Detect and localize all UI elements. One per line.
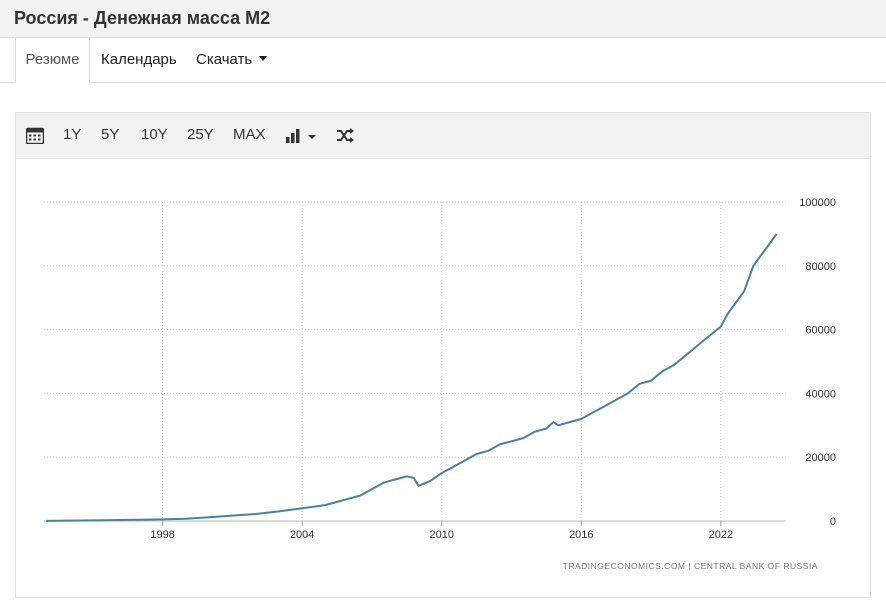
range-25y-button[interactable]: 25Y: [187, 126, 214, 143]
chart-plot: 0 20000 40000 60000 80000 100000 1998 2004 2010 2…: [44, 197, 836, 571]
y-tick-label: 60000: [805, 325, 836, 337]
tab-bar: Резюме Календарь Скачать: [0, 38, 886, 83]
calendar-icon[interactable]: [25, 127, 45, 149]
tab-calendar[interactable]: Календарь: [101, 51, 177, 68]
x-tick-label: 1998: [150, 529, 174, 541]
tab-summary[interactable]: Резюме: [15, 38, 90, 83]
y-tick-label: 20000: [805, 452, 836, 464]
series-line: [46, 233, 778, 522]
chart-toolbar: 1Y 5Y 10Y 25Y MAX: [16, 113, 870, 159]
y-tick-label: 40000: [805, 388, 836, 400]
range-5y-button[interactable]: 5Y: [101, 126, 120, 143]
title-bar: Россия - Денежная масса M2: [0, 0, 886, 38]
tab-download[interactable]: Скачать: [196, 38, 268, 83]
y-tick-label: 100000: [799, 197, 836, 209]
page-title: Россия - Денежная масса M2: [14, 8, 271, 28]
x-tick-label: 2016: [569, 529, 593, 541]
range-10y-button[interactable]: 10Y: [141, 126, 168, 143]
chart-source-text: TRADINGECONOMICS.COM | CENTRAL BANK OF R…: [563, 561, 818, 571]
bar-chart-icon[interactable]: [286, 129, 318, 148]
y-tick-label: 0: [830, 516, 836, 528]
caret-down-icon: [259, 55, 268, 61]
x-tick-label: 2004: [290, 529, 314, 541]
range-1y-button[interactable]: 1Y: [63, 126, 82, 143]
shuffle-icon[interactable]: [336, 128, 354, 148]
x-tick-label: 2022: [709, 529, 733, 541]
tab-download-label: Скачать: [196, 51, 253, 68]
y-tick-label: 80000: [805, 261, 836, 273]
x-tick-label: 2010: [430, 529, 454, 541]
chart-panel: 1Y 5Y 10Y 25Y MAX 0 20000 40000 60000 80000 1…: [15, 112, 871, 598]
range-max-button[interactable]: MAX: [233, 126, 266, 143]
